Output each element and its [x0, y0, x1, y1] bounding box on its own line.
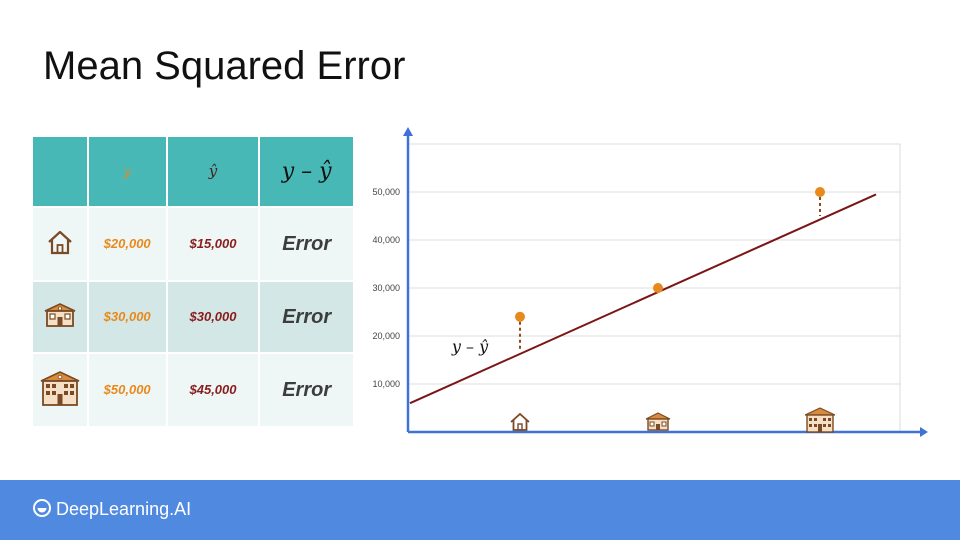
small-house-icon	[48, 230, 72, 254]
y-tick-label: 10,000	[372, 379, 400, 389]
medium-house-icon	[44, 302, 76, 327]
large-house-icon	[804, 407, 836, 433]
residual-chart: 10,000 20,000 30,000 40,000 50,000 y – ŷ	[372, 127, 928, 437]
medium-house-icon	[645, 412, 671, 431]
row-icon-cell	[33, 207, 89, 282]
y-value-cell: $20,000	[87, 207, 168, 282]
brand-name: DeepLearning.AI	[56, 499, 192, 519]
row-icon-cell	[33, 281, 89, 354]
footer-bar: DeepLearning.AI	[0, 480, 960, 540]
y-tick-label: 40,000	[372, 235, 400, 245]
y-tick-label: 20,000	[372, 331, 400, 341]
table-row: $50,000 $45,000 Error	[33, 353, 355, 428]
error-cell: Error	[259, 281, 355, 354]
small-house-icon	[510, 412, 530, 431]
row-icon-cell	[33, 353, 89, 428]
data-point	[653, 283, 663, 293]
error-cell: Error	[259, 207, 355, 282]
residual-annotation: y – ŷ	[451, 337, 489, 356]
y-tick-label: 50,000	[372, 187, 400, 197]
page-title: Mean Squared Error	[43, 44, 406, 88]
header-yhat: ŷ	[166, 137, 261, 208]
header-y: y	[87, 137, 168, 208]
yhat-value-cell: $45,000	[166, 353, 261, 428]
data-point	[815, 187, 825, 197]
yhat-value-cell: $15,000	[166, 207, 261, 282]
error-cell: Error	[259, 353, 355, 428]
table-row: $20,000 $15,000 Error	[33, 207, 355, 282]
x-axis-arrow-icon	[920, 427, 928, 437]
yhat-value-cell: $30,000	[166, 281, 261, 354]
y-axis-arrow-icon	[403, 127, 413, 136]
table-row: $30,000 $30,000 Error	[33, 281, 355, 354]
y-tick-label: 30,000	[372, 283, 400, 293]
error-table: y ŷ y – ŷ $20,000 $15,000 Error $30	[33, 137, 355, 428]
deeplearning-logo-icon	[33, 499, 51, 517]
y-value-cell: $30,000	[87, 281, 168, 354]
table-header-row: y ŷ y – ŷ	[33, 137, 355, 208]
regression-line	[409, 193, 877, 405]
y-value-cell: $50,000	[87, 353, 168, 428]
large-house-icon	[40, 370, 80, 406]
header-difference: y – ŷ	[259, 137, 355, 208]
header-icon-col	[33, 137, 89, 208]
data-point	[515, 311, 525, 322]
